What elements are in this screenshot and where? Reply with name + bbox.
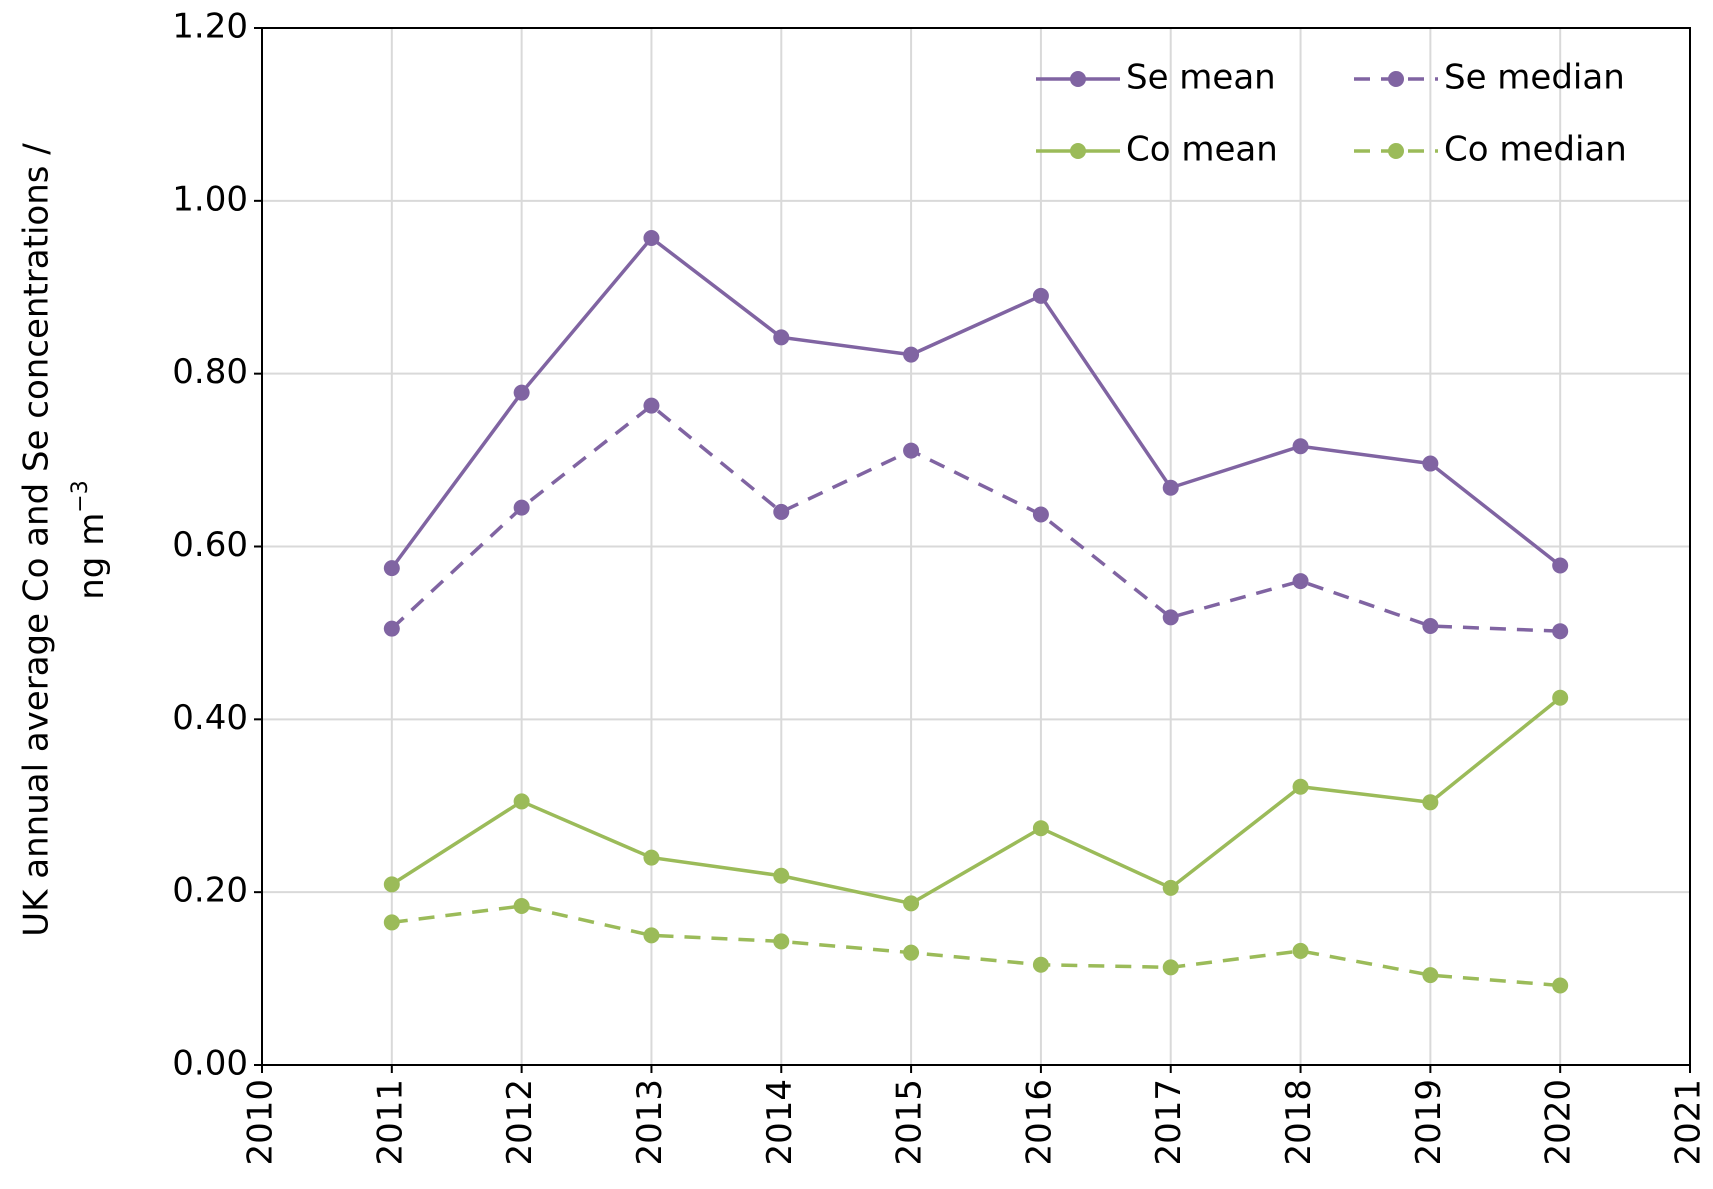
data-point: [1032, 287, 1049, 304]
series-line: [390, 235, 1562, 570]
data-point: [1292, 438, 1309, 455]
legend-label: Se mean: [1126, 58, 1276, 98]
series-line: [391, 904, 1561, 988]
legend-label: Co median: [1444, 130, 1627, 170]
x-tick-label: 2020: [1539, 1079, 1579, 1166]
data-point: [1422, 618, 1439, 635]
data-point: [513, 897, 530, 914]
data-point: [1422, 794, 1439, 811]
x-tick-label: 2015: [890, 1079, 930, 1166]
data-point: [1162, 959, 1179, 976]
data-point: [513, 499, 530, 516]
data-point: [643, 229, 660, 246]
x-tick-label: 2013: [630, 1079, 670, 1166]
x-tick-label: 2017: [1149, 1079, 1189, 1166]
data-point: [513, 793, 530, 810]
legend-marker: [1070, 71, 1086, 87]
y-axis-unit: ng m−3: [68, 480, 112, 600]
x-tick-label: 2012: [500, 1079, 540, 1166]
legend-label: Co mean: [1126, 130, 1278, 170]
data-point: [773, 867, 790, 884]
data-point: [773, 503, 790, 520]
data-point: [1552, 977, 1569, 994]
data-point: [1032, 506, 1049, 523]
y-tick-label: 0.80: [172, 352, 248, 392]
x-tick-label: 2010: [241, 1079, 281, 1166]
data-point: [1422, 967, 1439, 984]
legend-marker: [1388, 143, 1404, 159]
data-point: [383, 876, 400, 893]
data-point: [513, 384, 530, 401]
y-tick-label: 0.00: [172, 1044, 248, 1084]
y-tick-label: 0.40: [172, 698, 248, 738]
y-tick-label: 0.20: [172, 871, 248, 911]
data-point: [643, 927, 660, 944]
data-point: [903, 442, 920, 459]
series-line: [390, 696, 1562, 906]
data-point: [903, 895, 920, 912]
x-tick-label: 2016: [1019, 1079, 1059, 1166]
data-point: [1162, 879, 1179, 896]
data-point: [903, 944, 920, 961]
x-tick-label: 2019: [1409, 1079, 1449, 1166]
legend-marker: [1070, 143, 1086, 159]
data-point: [1422, 455, 1439, 472]
data-point: [1292, 942, 1309, 959]
data-point: [383, 560, 400, 577]
data-point: [1162, 479, 1179, 496]
x-tick-label: 2011: [370, 1079, 410, 1166]
data-point: [383, 620, 400, 637]
data-point: [643, 397, 660, 414]
y-axis-unit-sup: −3: [68, 480, 93, 512]
data-point: [773, 329, 790, 346]
data-point: [1032, 956, 1049, 973]
data-point: [1292, 778, 1309, 795]
data-point: [643, 849, 660, 866]
legend-marker: [1388, 71, 1404, 87]
x-tick-label: 2018: [1279, 1079, 1319, 1166]
data-point: [1292, 573, 1309, 590]
data-point: [1552, 623, 1569, 640]
y-axis-unit-text: ng m: [72, 513, 112, 600]
data-point: [903, 346, 920, 363]
legend-label: Se median: [1444, 58, 1625, 98]
y-axis-label: UK annual average Co and Se concentratio…: [17, 143, 57, 937]
data-point: [1552, 557, 1569, 574]
y-tick-label: 1.20: [172, 7, 248, 47]
x-tick-label: 2021: [1669, 1079, 1709, 1166]
y-tick-label: 0.60: [172, 525, 248, 565]
x-tick-label: 2014: [760, 1079, 800, 1166]
data-point: [1552, 689, 1569, 706]
data-point: [1162, 609, 1179, 626]
plot-frame: [261, 27, 1691, 1066]
series-line: [390, 403, 1561, 633]
y-tick-label: 1.00: [172, 179, 248, 219]
data-point: [773, 933, 790, 950]
data-point: [1032, 820, 1049, 837]
data-point: [383, 914, 400, 931]
